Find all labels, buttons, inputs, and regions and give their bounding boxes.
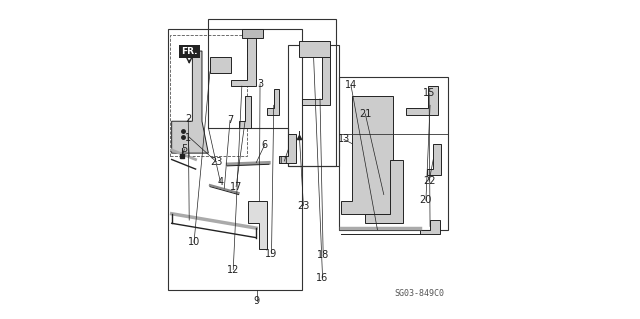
Text: FR.: FR. — [181, 47, 198, 56]
Text: 19: 19 — [266, 249, 278, 259]
Polygon shape — [420, 220, 440, 234]
Polygon shape — [248, 201, 268, 249]
Polygon shape — [406, 86, 438, 115]
Polygon shape — [242, 29, 262, 38]
Polygon shape — [239, 96, 252, 128]
Text: 6: 6 — [262, 139, 268, 150]
Text: 23: 23 — [210, 157, 223, 167]
Text: 11: 11 — [278, 156, 291, 166]
Text: SG03-849C0: SG03-849C0 — [394, 289, 444, 298]
Polygon shape — [210, 57, 230, 73]
Polygon shape — [278, 134, 296, 163]
Polygon shape — [268, 89, 278, 115]
Text: 2: 2 — [185, 114, 191, 124]
Polygon shape — [340, 96, 394, 214]
Polygon shape — [303, 57, 330, 105]
Text: 22: 22 — [423, 176, 435, 186]
Polygon shape — [300, 41, 330, 57]
Text: 9: 9 — [254, 296, 260, 307]
Text: 21: 21 — [359, 109, 371, 119]
Text: 20: 20 — [420, 195, 432, 205]
Text: 4: 4 — [218, 177, 223, 188]
Polygon shape — [427, 144, 441, 175]
Text: 14: 14 — [345, 80, 357, 90]
Bar — [170, 35, 246, 156]
Polygon shape — [365, 160, 403, 223]
Polygon shape — [172, 51, 209, 153]
Bar — [168, 29, 303, 290]
Text: 13: 13 — [338, 134, 350, 145]
Text: 15: 15 — [423, 88, 435, 99]
Text: 3: 3 — [257, 79, 263, 89]
Polygon shape — [230, 38, 256, 86]
Text: 16: 16 — [316, 272, 329, 283]
Text: 1: 1 — [185, 133, 191, 143]
Text: 5: 5 — [181, 144, 188, 154]
Text: 7: 7 — [227, 115, 233, 125]
Text: 10: 10 — [188, 237, 200, 248]
Text: 17: 17 — [230, 182, 243, 192]
Text: 23: 23 — [297, 201, 310, 211]
Text: 12: 12 — [227, 264, 239, 275]
Text: 18: 18 — [317, 250, 330, 260]
